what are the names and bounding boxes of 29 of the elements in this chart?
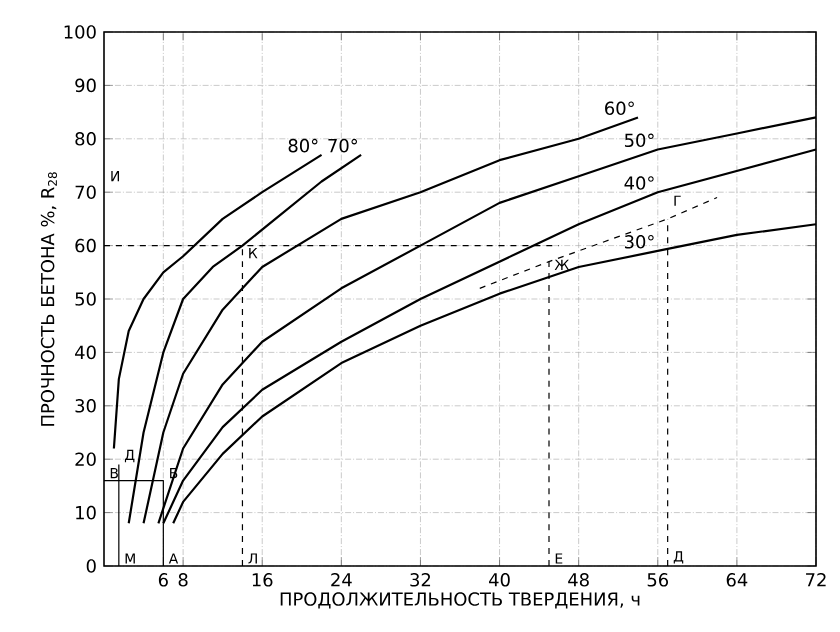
x-axis-title: ПРОДОЛЖИТЕЛЬНОСТЬ ТВЕРДЕНИЯ, ч xyxy=(280,592,640,609)
y-tick-label: 30 xyxy=(75,399,96,413)
x-tick-label: 64 xyxy=(726,573,748,587)
x-tick-label: 32 xyxy=(410,573,431,587)
series-label: 70° xyxy=(328,138,357,153)
series-label: 60° xyxy=(605,101,634,116)
series-label: 50° xyxy=(624,133,654,148)
y-tick-label: 60 xyxy=(75,238,96,253)
x-tick-label: 40 xyxy=(489,573,510,587)
x-tick-label: 56 xyxy=(647,573,669,587)
y-tick-label: 40 xyxy=(75,345,96,360)
y-axis-title: ПРОЧНОСТЬ БЕТОНА %, R$_{28}$ xyxy=(40,172,58,426)
x-tick-label: 6 xyxy=(158,573,168,587)
y-tick-label: 80 xyxy=(75,132,96,146)
y-tick-label: 10 xyxy=(76,505,96,520)
x-tick-label: 72 xyxy=(806,573,826,587)
y-tick-label: 100 xyxy=(64,25,96,39)
y-tick-label: 20 xyxy=(75,452,96,466)
x-tick-label: 16 xyxy=(252,573,273,587)
y-tick-label: 0 xyxy=(86,559,96,573)
y-tick-label: 50 xyxy=(75,292,96,306)
series-label: 30° xyxy=(624,234,654,249)
series-label: 80° xyxy=(288,138,318,153)
y-tick-label: 70 xyxy=(75,185,96,199)
y-tick-label: 90 xyxy=(75,78,96,93)
series-label: 40° xyxy=(624,176,654,190)
x-tick-label: 24 xyxy=(331,573,352,587)
x-tick-label: 48 xyxy=(568,573,589,587)
x-tick-label: 8 xyxy=(178,573,188,587)
